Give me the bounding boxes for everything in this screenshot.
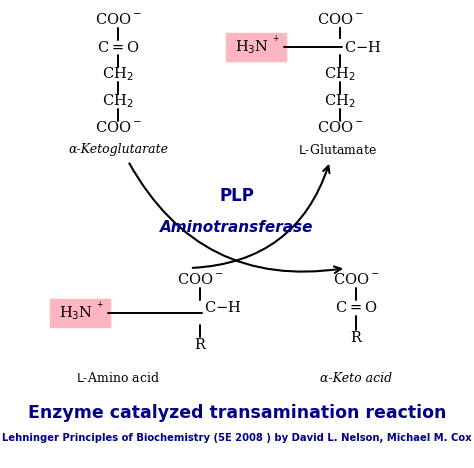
Text: $\mathsf{L}$-Glutamate: $\mathsf{L}$-Glutamate	[298, 143, 377, 157]
Text: COO$^-$: COO$^-$	[177, 272, 223, 287]
Text: CH$_2$: CH$_2$	[102, 65, 134, 83]
Text: $^+$: $^+$	[95, 300, 105, 310]
Text: COO$^-$: COO$^-$	[317, 13, 364, 28]
Text: C$-$H: C$-$H	[344, 39, 382, 54]
Text: Lehninger Principles of Biochemistry (5E 2008 ) by David L. Nelson, Michael M. C: Lehninger Principles of Biochemistry (5E…	[2, 433, 472, 443]
Text: Aminotransferase: Aminotransferase	[160, 220, 314, 235]
Text: COO$^-$: COO$^-$	[95, 120, 141, 136]
Text: H$_3$N: H$_3$N	[59, 304, 93, 322]
Text: COO$^-$: COO$^-$	[333, 272, 379, 287]
Text: C$=$O: C$=$O	[335, 300, 377, 315]
FancyBboxPatch shape	[226, 33, 286, 61]
Text: COO$^-$: COO$^-$	[95, 13, 141, 28]
Text: Enzyme catalyzed transamination reaction: Enzyme catalyzed transamination reaction	[28, 404, 446, 422]
Text: R: R	[194, 338, 205, 352]
Text: α-Ketoglutarate: α-Ketoglutarate	[68, 144, 168, 156]
Text: α-Keto acid: α-Keto acid	[320, 372, 392, 385]
Text: $^+$: $^+$	[272, 34, 281, 44]
Text: C$=$O: C$=$O	[97, 39, 139, 54]
Text: R: R	[351, 331, 362, 345]
Text: H$_3$N: H$_3$N	[235, 38, 269, 56]
Text: CH$_2$: CH$_2$	[324, 92, 356, 110]
Text: PLP: PLP	[219, 187, 255, 205]
FancyBboxPatch shape	[50, 299, 110, 327]
Text: COO$^-$: COO$^-$	[317, 120, 364, 136]
Text: C$-$H: C$-$H	[204, 300, 241, 315]
Text: $\mathsf{L}$-Amino acid: $\mathsf{L}$-Amino acid	[76, 371, 160, 385]
Text: CH$_2$: CH$_2$	[324, 65, 356, 83]
Text: CH$_2$: CH$_2$	[102, 92, 134, 110]
